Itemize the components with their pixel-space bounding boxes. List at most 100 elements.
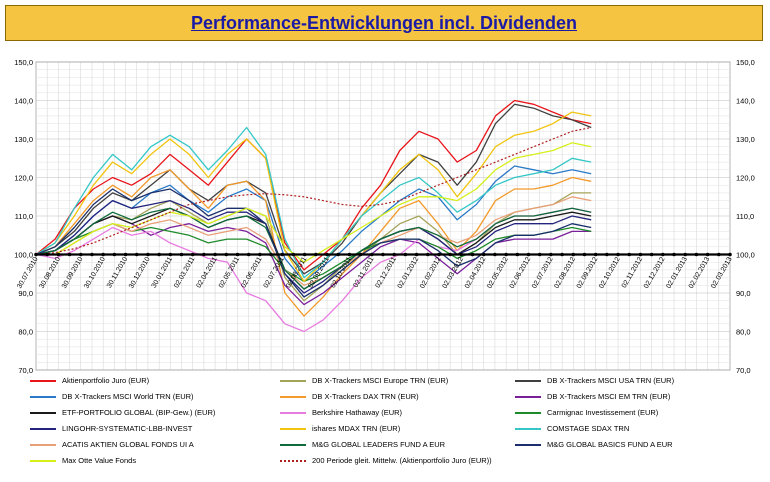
baseline-marker xyxy=(179,252,184,257)
baseline-marker xyxy=(504,252,508,257)
legend-swatch xyxy=(515,379,541,382)
baseline-marker xyxy=(526,252,531,257)
baseline-marker xyxy=(425,252,430,257)
legend-item: Berkshire Hathaway (EUR) xyxy=(280,408,402,417)
legend-swatch xyxy=(280,459,306,462)
baseline-marker xyxy=(515,252,520,257)
baseline-marker xyxy=(302,252,307,257)
legend-item: M&G GLOBAL BASICS FUND A EUR xyxy=(515,440,673,449)
baseline-marker xyxy=(258,252,262,257)
legend-swatch xyxy=(30,411,56,414)
baseline-marker xyxy=(593,252,598,257)
chart-plot: 70,0 70,0 80,0 80,0 90,0 90,0 100,0 100,0 110,0 1… xyxy=(14,58,755,374)
legend-item: Max Otte Value Fonds xyxy=(30,456,136,465)
baseline-marker xyxy=(459,252,464,257)
legend-label: DB X-Trackers MSCI USA TRN (EUR) xyxy=(547,376,675,385)
baseline-marker xyxy=(414,252,419,257)
legend-swatch xyxy=(280,411,306,414)
series-line xyxy=(35,126,592,256)
legend-label: ETF-PORTFOLIO GLOBAL (BIP-Gew.) (EUR) xyxy=(62,408,216,417)
baseline-marker xyxy=(605,252,609,257)
baseline-marker xyxy=(347,252,352,257)
baseline-marker xyxy=(314,252,318,257)
legend-item: M&G GLOBAL LEADERS FUND A EUR xyxy=(280,440,445,449)
baseline-marker xyxy=(157,252,161,257)
y-tick-label-left: 90,0 xyxy=(18,289,33,298)
series-line xyxy=(35,199,592,294)
y-tick-label-right: 100,0 xyxy=(736,251,755,260)
baseline-marker xyxy=(470,252,475,257)
baseline-marker xyxy=(78,252,83,257)
legend-item: 200 Periode gleit. Mittelw. (Aktienportf… xyxy=(280,456,492,465)
legend-label: LINGOHR-SYSTEMATIC-LBB-INVEST xyxy=(62,424,193,433)
legend-label: DB X-Trackers MSCI Europe TRN (EUR) xyxy=(312,376,449,385)
baseline-marker xyxy=(649,252,654,257)
legend-item: DB X-Trackers MSCI Europe TRN (EUR) xyxy=(280,376,448,385)
baseline-marker xyxy=(448,252,452,257)
y-tick-label-right: 80,0 xyxy=(736,328,751,337)
legend-label: Berkshire Hathaway (EUR) xyxy=(312,408,403,417)
baseline-marker xyxy=(213,252,217,257)
y-tick-label-left: 70,0 xyxy=(18,366,33,374)
series-line xyxy=(36,142,592,263)
legend-swatch xyxy=(30,459,56,462)
legend-item: DB X-Trackers MSCI USA TRN (EUR) xyxy=(515,376,674,385)
legend-swatch xyxy=(280,379,306,382)
chart-title: Performance-Entwicklungen incl. Dividend… xyxy=(190,12,578,33)
baseline-marker xyxy=(728,252,732,257)
legend-swatch xyxy=(515,395,541,398)
y-tick-label-left: 80,0 xyxy=(18,328,33,337)
baseline-marker xyxy=(202,252,206,257)
y-tick-label-right: 120,0 xyxy=(736,174,755,183)
series-line xyxy=(35,207,592,290)
y-tick-label-right: 150,0 xyxy=(736,58,755,67)
series-line xyxy=(35,111,592,283)
baseline-marker xyxy=(146,252,150,257)
legend-swatch xyxy=(515,443,541,446)
baseline-marker xyxy=(134,252,139,257)
legend-label: Carmignac Investissement (EUR) xyxy=(547,408,659,417)
baseline-marker xyxy=(325,252,329,257)
legend-swatch xyxy=(515,427,541,430)
legend-label: ishares MDAX TRN (EUR) xyxy=(312,424,401,433)
y-tick-label-right: 90,0 xyxy=(736,289,751,298)
baseline-marker xyxy=(403,252,408,257)
baseline-marker xyxy=(101,252,105,257)
legend-swatch xyxy=(30,443,56,446)
legend-swatch xyxy=(280,395,306,398)
baseline-marker xyxy=(481,252,486,257)
baseline-marker xyxy=(246,252,251,257)
baseline-marker xyxy=(56,252,61,257)
legend-label: DB X-Trackers DAX TRN (EUR) xyxy=(312,392,419,401)
baseline-marker xyxy=(280,252,285,257)
baseline-marker xyxy=(190,252,195,257)
legend-item: COMSTAGE SDAX TRN xyxy=(515,424,629,433)
baseline-marker xyxy=(705,252,710,257)
baseline-marker xyxy=(269,252,273,257)
baseline-marker xyxy=(571,252,576,257)
series-line xyxy=(35,126,592,279)
baseline-marker xyxy=(235,252,240,257)
legend-swatch xyxy=(30,379,56,382)
baseline-marker xyxy=(336,252,341,257)
series-line xyxy=(35,169,592,317)
y-tick-label-right: 130,0 xyxy=(736,135,755,144)
series-line xyxy=(35,99,592,271)
legend-item: DB X-Trackers MSCI World TRN (EUR) xyxy=(30,392,194,401)
y-tick-label-left: 120,0 xyxy=(14,174,33,183)
baseline-marker xyxy=(291,252,296,257)
baseline-marker xyxy=(381,252,385,257)
legend-item: LINGOHR-SYSTEMATIC-LBB-INVEST xyxy=(30,424,192,433)
y-tick-label-left: 130,0 xyxy=(14,135,33,144)
y-tick-label-left: 110,0 xyxy=(15,212,33,221)
legend-label: DB X-Trackers MSCI World TRN (EUR) xyxy=(62,392,194,401)
baseline-marker xyxy=(638,252,643,257)
series-line xyxy=(35,188,592,298)
legend-label: ACATIS AKTIEN GLOBAL FONDS UI A xyxy=(62,440,194,449)
baseline-marker xyxy=(493,252,497,257)
legend-label: Aktienportfolio Juro (EUR) xyxy=(62,376,150,385)
legend-label: 200 Periode gleit. Mittelw. (Aktienportf… xyxy=(312,456,492,465)
baseline-marker xyxy=(123,252,128,257)
series-line xyxy=(36,196,592,286)
baseline-marker xyxy=(67,252,72,257)
